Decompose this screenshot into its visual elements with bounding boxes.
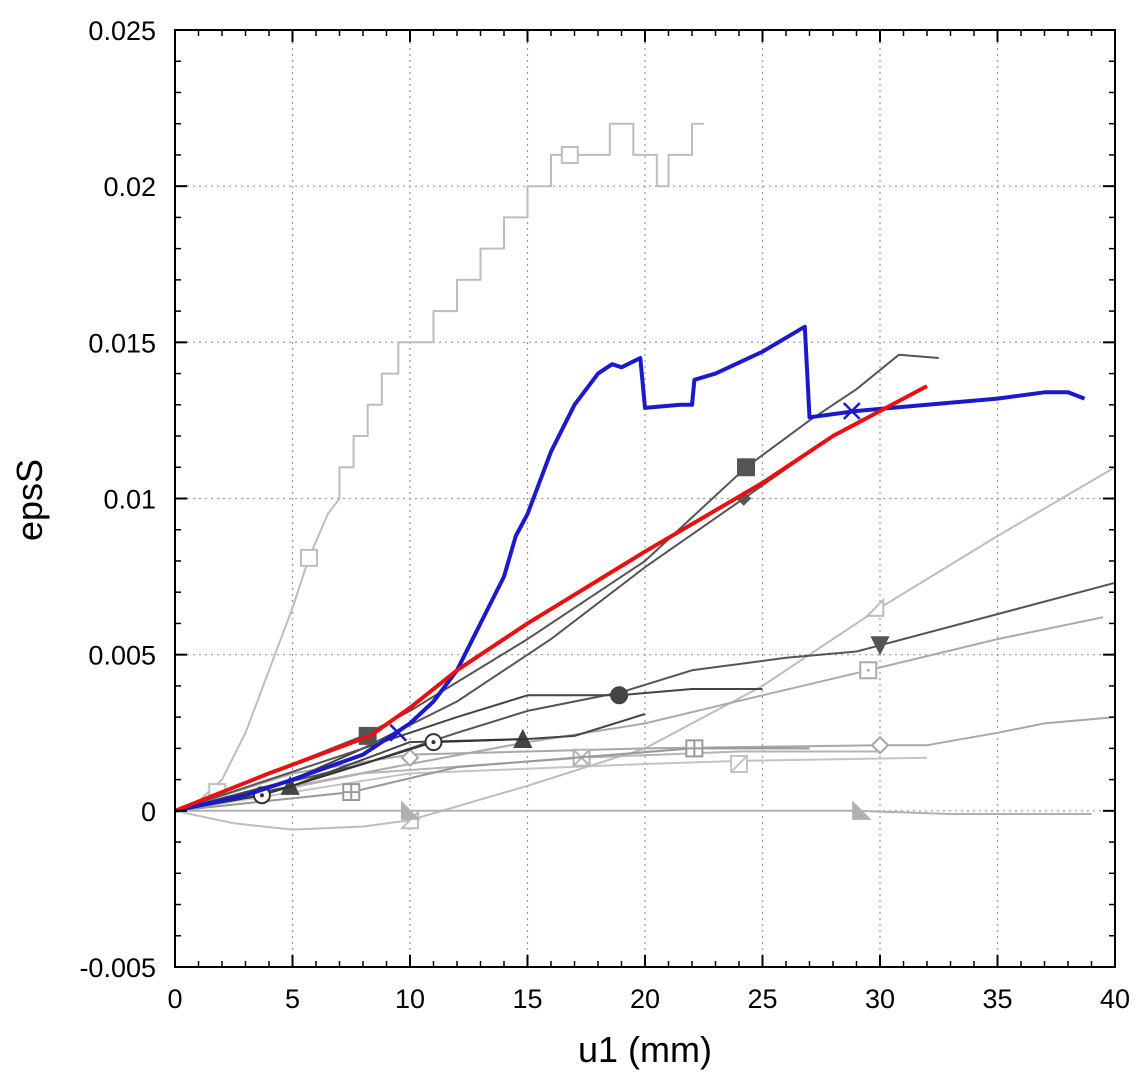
marker-open-square (299, 548, 318, 567)
series-line (174, 738, 528, 812)
series-line (174, 122, 704, 812)
marker-filled-circle (610, 686, 629, 705)
y-tick-label: -0.005 (79, 953, 156, 983)
marker-x (842, 402, 861, 420)
y-tick-label: 0.01 (103, 485, 156, 515)
series-2 (245, 616, 1104, 797)
series-1 (174, 466, 1116, 831)
y-tick-label: 0.005 (88, 641, 156, 671)
series-layer (174, 122, 1116, 831)
marker-filled-square (737, 458, 756, 477)
series-line (174, 747, 810, 812)
ticks: 0 5 10 15 20 25 30 35 40 -0.005 0 0.005 0.01 0.015 0.0… (79, 16, 1130, 1014)
x-tick-label: 25 (747, 984, 777, 1014)
y-tick-label: 0.02 (103, 172, 156, 202)
marker-filled-triangle (852, 800, 872, 820)
y-tick-label: 0.015 (88, 328, 156, 358)
series-6 (174, 754, 928, 812)
series-line (174, 466, 1116, 831)
series-0 (174, 122, 704, 812)
series-8 (174, 739, 810, 812)
x-tick-label: 20 (630, 984, 660, 1014)
x-tick-label: 0 (167, 984, 182, 1014)
marker-open-triangle (399, 809, 419, 830)
x-tick-label: 40 (1100, 984, 1130, 1014)
x-tick-label: 35 (982, 984, 1012, 1014)
y-tick-label: 0 (141, 797, 156, 827)
series-13 (174, 353, 939, 812)
marker-x (389, 723, 408, 742)
marker-open-square (560, 145, 579, 164)
x-tick-label: 10 (395, 984, 425, 1014)
series-line (175, 809, 1092, 815)
series-14 (174, 324, 1086, 813)
series-4 (175, 800, 1092, 820)
x-tick-label: 30 (865, 984, 895, 1014)
marker-plus (686, 740, 703, 757)
series-line (174, 324, 1086, 813)
x-axis-label: u1 (mm) (578, 1029, 712, 1070)
series-line (174, 384, 928, 813)
marker-open-diamond (870, 735, 890, 755)
marker-open-diamond (400, 748, 420, 768)
marker-dot (259, 793, 264, 798)
series-10 (174, 733, 528, 812)
series-15 (174, 384, 928, 813)
marker-dot (431, 740, 436, 745)
x-tick-label: 15 (512, 984, 542, 1014)
series-line (174, 756, 928, 812)
marker-filled-triangle (401, 800, 421, 820)
y-tick-label: 0.025 (88, 16, 156, 46)
marker-slash (730, 755, 748, 773)
marker-filled-inverted-triangle (870, 636, 890, 656)
grid (175, 30, 1115, 967)
marker-open-triangle (864, 597, 885, 617)
y-axis-label: epsS (9, 459, 50, 541)
series-line (245, 616, 1104, 797)
marker-plus (343, 784, 360, 801)
marker-dot (866, 668, 870, 672)
series-line (174, 353, 939, 812)
x-tick-label: 5 (285, 984, 300, 1014)
